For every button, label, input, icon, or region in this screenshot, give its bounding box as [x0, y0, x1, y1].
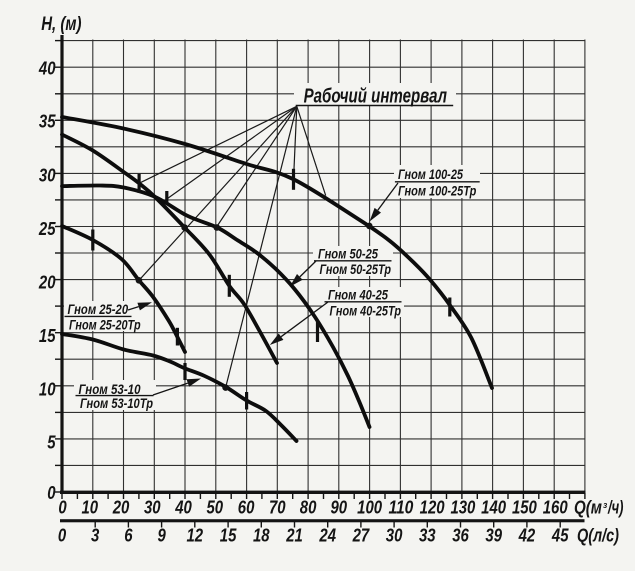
- svg-text:Гном 100-25: Гном 100-25: [398, 167, 463, 182]
- svg-text:Рабочий интервал: Рабочий интервал: [304, 85, 448, 108]
- svg-text:140: 140: [481, 498, 506, 518]
- svg-text:H, (м): H, (м): [41, 14, 81, 35]
- svg-text:30: 30: [386, 526, 403, 546]
- svg-text:6: 6: [124, 526, 133, 546]
- svg-text:3: 3: [603, 501, 608, 510]
- svg-text:120: 120: [420, 498, 445, 518]
- svg-text:18: 18: [253, 526, 270, 546]
- svg-text:Гном 25-20Тр: Гном 25-20Тр: [69, 317, 141, 332]
- svg-text:5: 5: [47, 432, 56, 452]
- svg-text:Q(л/с): Q(л/с): [577, 526, 619, 546]
- svg-text:Гном 100-25Тр: Гном 100-25Тр: [398, 183, 476, 198]
- svg-text:36: 36: [452, 526, 469, 546]
- svg-text:33: 33: [419, 526, 436, 546]
- svg-text:60: 60: [238, 498, 255, 518]
- svg-text:35: 35: [39, 111, 56, 131]
- svg-text:21: 21: [285, 526, 302, 546]
- svg-text:70: 70: [269, 498, 286, 518]
- svg-text:Гном 50-25Тр: Гном 50-25Тр: [320, 262, 392, 277]
- svg-text:Гном 50-25: Гном 50-25: [318, 246, 378, 261]
- svg-text:45: 45: [551, 526, 569, 546]
- svg-text:/ч): /ч): [607, 498, 623, 518]
- svg-text:30: 30: [39, 165, 56, 185]
- svg-text:150: 150: [512, 498, 537, 518]
- svg-text:27: 27: [352, 526, 370, 546]
- svg-text:39: 39: [485, 526, 502, 546]
- svg-text:Гном 40-25Тр: Гном 40-25Тр: [330, 303, 402, 318]
- svg-text:90: 90: [331, 498, 348, 518]
- svg-text:40: 40: [174, 498, 191, 518]
- svg-text:80: 80: [300, 498, 317, 518]
- svg-text:9: 9: [157, 526, 165, 546]
- svg-text:110: 110: [388, 498, 413, 518]
- svg-text:0: 0: [58, 526, 66, 546]
- svg-text:24: 24: [319, 526, 336, 546]
- svg-text:10: 10: [39, 379, 56, 399]
- svg-text:50: 50: [207, 498, 224, 518]
- svg-text:20: 20: [112, 498, 129, 518]
- svg-text:0: 0: [47, 483, 55, 503]
- svg-text:0: 0: [58, 498, 66, 518]
- svg-text:Q(м: Q(м: [574, 498, 602, 518]
- svg-text:100: 100: [357, 498, 382, 518]
- svg-text:Гном 53-10Тр: Гном 53-10Тр: [80, 396, 153, 411]
- svg-text:40: 40: [38, 58, 55, 78]
- svg-text:15: 15: [39, 326, 56, 346]
- svg-text:Гном 53-10: Гном 53-10: [79, 382, 141, 397]
- svg-text:160: 160: [543, 498, 568, 518]
- svg-text:Гном 25-20: Гном 25-20: [68, 302, 129, 317]
- svg-text:20: 20: [38, 272, 55, 292]
- svg-text:12: 12: [187, 526, 204, 546]
- svg-text:3: 3: [91, 526, 99, 546]
- svg-text:130: 130: [450, 498, 475, 518]
- svg-text:Гном 40-25: Гном 40-25: [328, 287, 388, 302]
- svg-text:25: 25: [38, 219, 56, 239]
- svg-text:42: 42: [518, 526, 535, 546]
- svg-text:10: 10: [82, 498, 99, 518]
- svg-text:15: 15: [220, 526, 237, 546]
- svg-text:30: 30: [144, 498, 161, 518]
